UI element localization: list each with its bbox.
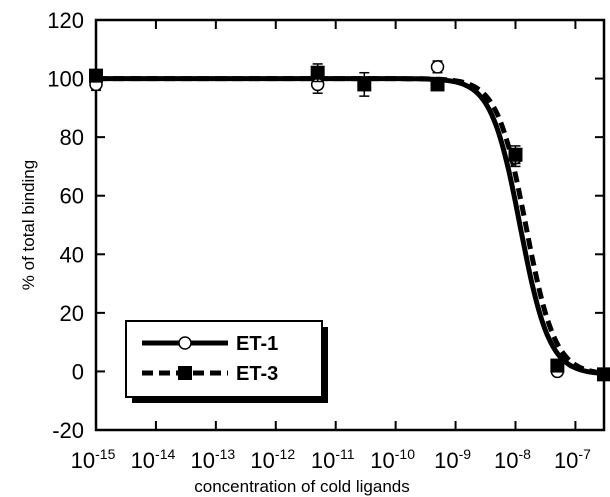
y-axis: -20 0 20 40 60 80 100 120 (47, 8, 604, 443)
x-tick-label: 10-9 (434, 446, 471, 473)
y-tick-label: -20 (52, 418, 84, 443)
data-point-et3 (550, 358, 565, 373)
legend-marker-et3 (178, 366, 192, 380)
data-point-et3 (508, 147, 523, 162)
data-point-et1 (430, 60, 445, 74)
data-point-et3 (310, 65, 325, 80)
legend-box (125, 320, 323, 398)
y-tick-label: 120 (47, 8, 84, 33)
legend-marker-et1 (178, 336, 192, 350)
fit-curve-et-3 (96, 76, 605, 376)
y-tick-label: 80 (60, 125, 84, 150)
x-tick-label: 10-14 (131, 446, 176, 473)
y-tick-label: 100 (47, 67, 84, 92)
y-tick-label: 0 (72, 359, 84, 384)
x-tick-label: 10-10 (370, 446, 415, 473)
fit-curve-et-1 (96, 76, 605, 376)
plot-frame (94, 18, 606, 432)
data-point-et3 (89, 68, 103, 83)
x-tick-label: 10-15 (71, 446, 116, 473)
x-axis-label: concentration of cold ligands (194, 477, 409, 496)
data-point-et3 (430, 77, 445, 92)
y-tick-label: 20 (60, 301, 84, 326)
legend-label-et1: ET-1 (236, 333, 278, 355)
x-tick-label: 10-8 (494, 446, 531, 473)
x-axis: 10-15 10-14 10-13 10-12 10-11 10-10 10-9 10-8 10… (71, 20, 591, 473)
x-tick-label: 10-12 (250, 446, 295, 473)
legend: ET-1 ET-3 (125, 320, 328, 403)
data-point-et3 (597, 367, 610, 382)
fit-curves (96, 76, 605, 376)
x-tick-label: 10-13 (190, 446, 235, 473)
y-axis-label: % of total binding (19, 160, 38, 290)
legend-label-et3: ET-3 (236, 363, 278, 385)
data-points (89, 60, 610, 382)
y-tick-label: 60 (60, 184, 84, 209)
x-tick-label: 10-11 (311, 446, 355, 473)
data-point-et3 (357, 77, 372, 92)
y-tick-label: 40 (60, 242, 84, 267)
x-tick-label: 10-7 (554, 446, 591, 473)
